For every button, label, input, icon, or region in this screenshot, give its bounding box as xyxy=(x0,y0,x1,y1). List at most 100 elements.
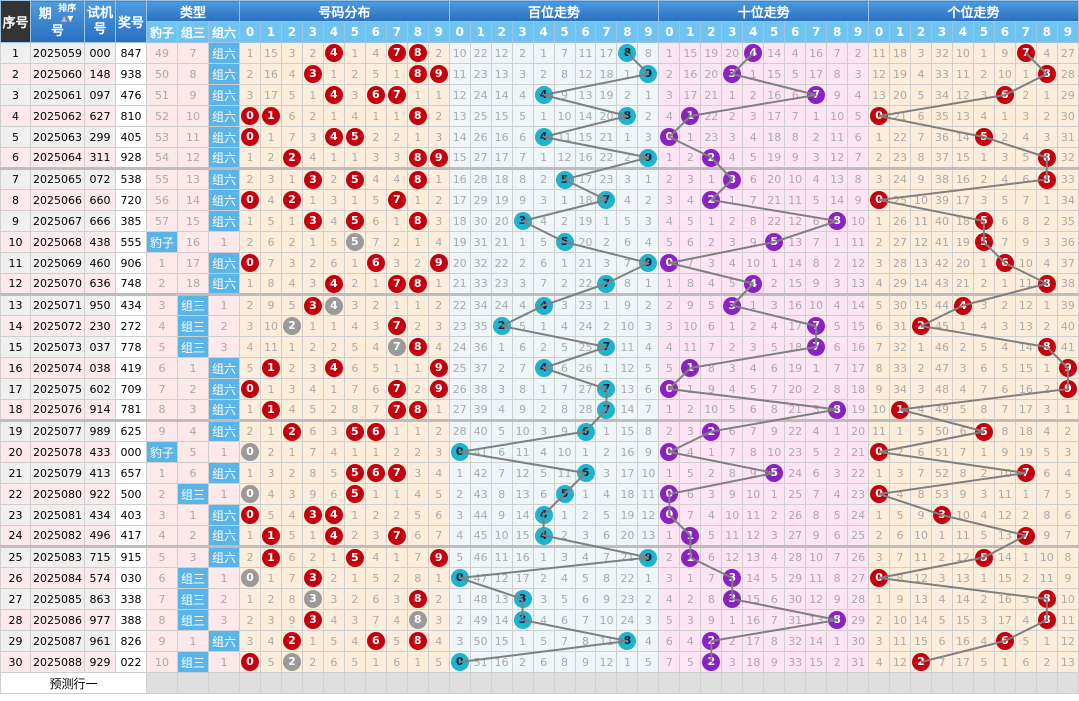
prediction-cell[interactable] xyxy=(343,672,366,694)
hundreds-cell-4: 3 xyxy=(532,419,555,442)
winning-number-cell: 748 xyxy=(115,273,147,295)
header-units-digit-8: 8 xyxy=(1035,21,1058,43)
prediction-cell[interactable] xyxy=(490,672,513,694)
units-cell-6: 9 xyxy=(993,441,1016,463)
prediction-cell[interactable] xyxy=(301,672,324,694)
prediction-cell[interactable] xyxy=(616,672,639,694)
units-cell-7: 7 xyxy=(1014,189,1037,211)
dist-cell-8: 8 xyxy=(406,399,429,421)
units-cell-5: 2 xyxy=(972,273,995,295)
prediction-cell[interactable] xyxy=(207,672,241,694)
hundreds-cell-4: 1 xyxy=(532,545,555,568)
prediction-cell[interactable] xyxy=(146,672,178,694)
prediction-cell[interactable] xyxy=(930,672,953,694)
units-cell-8: 3 xyxy=(1035,231,1058,253)
prediction-cell[interactable] xyxy=(177,672,209,694)
dist-cell-1: 5 xyxy=(259,651,282,673)
prediction-cell[interactable] xyxy=(1035,672,1058,694)
prediction-cell[interactable] xyxy=(427,672,450,694)
prediction-cell[interactable] xyxy=(784,672,807,694)
dist-cell-8: 1 xyxy=(406,419,429,442)
prediction-cell[interactable] xyxy=(721,672,744,694)
prediction-cell[interactable] xyxy=(448,672,471,694)
prediction-cell[interactable] xyxy=(910,672,932,694)
units-ball-8: 8 xyxy=(1037,274,1056,293)
header-test: 试机号 xyxy=(84,0,116,43)
prediction-cell[interactable] xyxy=(469,672,492,694)
prediction-cell[interactable] xyxy=(574,672,597,694)
prediction-cell[interactable] xyxy=(658,672,681,694)
type-omission: 8 xyxy=(146,609,178,631)
prediction-cell[interactable] xyxy=(406,672,429,694)
dist-ball-0: 0 xyxy=(241,506,259,524)
prediction-cell[interactable] xyxy=(364,672,387,694)
dist-ball-3: 3 xyxy=(303,65,322,83)
prediction-cell[interactable] xyxy=(1014,672,1037,694)
prediction-cell[interactable] xyxy=(847,672,870,694)
type-omission: 57 xyxy=(146,210,178,232)
units-cell-6: 4 xyxy=(993,336,1016,358)
units-cell-3: 40 xyxy=(930,210,953,232)
tens-cell-4: 4 xyxy=(742,126,765,148)
dist-cell-9: 5 xyxy=(427,483,450,505)
prediction-cell[interactable] xyxy=(532,672,555,694)
prediction-cell[interactable] xyxy=(280,672,303,694)
dist-cell-2: 3 xyxy=(280,378,303,400)
prediction-cell[interactable] xyxy=(889,672,912,694)
header-dist-digit-2: 2 xyxy=(280,21,303,43)
units-cell-6: 2 xyxy=(993,293,1016,316)
prediction-cell[interactable] xyxy=(868,672,891,694)
units-cell-9: 8 xyxy=(1056,545,1079,568)
header-tens-digit-4: 4 xyxy=(742,21,765,43)
tens-cell-9: 17 xyxy=(847,357,870,379)
header-issue-sort[interactable]: 期 排序 ▲▼ 号 xyxy=(30,0,85,43)
hundreds-cell-9: 5 xyxy=(637,651,660,673)
prediction-cell[interactable] xyxy=(972,672,995,694)
dist-cell-3: 1 xyxy=(301,630,324,652)
type-hit-0: 豹子 xyxy=(146,441,178,463)
prediction-cell[interactable] xyxy=(763,672,786,694)
prediction-cell[interactable] xyxy=(1056,672,1079,694)
dist-cell-8: 1 xyxy=(406,126,429,148)
units-cell-0: 4 xyxy=(868,273,891,295)
dist-cell-4: 5 xyxy=(322,462,345,484)
type-hit-1: 组三 xyxy=(177,336,209,358)
prediction-cell[interactable] xyxy=(679,672,702,694)
units-cell-2: 9 xyxy=(910,504,932,526)
prediction-cell[interactable] xyxy=(385,672,408,694)
tens-cell-4: 8 xyxy=(742,441,765,463)
units-cell-7: 7 xyxy=(1014,462,1037,484)
tens-cell-4: 13 xyxy=(742,545,765,568)
tens-cell-8: 7 xyxy=(826,545,849,568)
prediction-cell[interactable] xyxy=(259,672,282,694)
prediction-cell[interactable] xyxy=(511,672,534,694)
hundreds-cell-3: 15 xyxy=(511,525,534,547)
hundreds-cell-6: 24 xyxy=(574,315,597,337)
issue-cell: 2025080 xyxy=(30,483,85,505)
dist-cell-9: 9 xyxy=(427,252,450,274)
winning-number-cell: 385 xyxy=(115,210,147,232)
dist-cell-4: 6 xyxy=(322,483,345,505)
prediction-cell[interactable] xyxy=(239,672,261,694)
type-omission: 7 xyxy=(146,378,178,400)
prediction-cell[interactable] xyxy=(700,672,723,694)
prediction-cell[interactable] xyxy=(637,672,660,694)
test-number-cell: 000 xyxy=(84,42,116,64)
units-cell-7: 5 xyxy=(1014,147,1037,169)
prediction-cell[interactable] xyxy=(553,672,576,694)
units-ball-5: 5 xyxy=(974,128,993,146)
prediction-cell[interactable] xyxy=(951,672,974,694)
prediction-cell[interactable] xyxy=(742,672,765,694)
winning-number-cell: 476 xyxy=(115,84,147,106)
dist-cell-0: 1 xyxy=(239,273,261,295)
dist-cell-6: 2 xyxy=(364,504,387,526)
sort-toggle[interactable]: 排序 ▲▼ xyxy=(58,4,76,24)
prediction-cell[interactable] xyxy=(595,672,618,694)
prediction-cell[interactable] xyxy=(993,672,1016,694)
prediction-cell[interactable] xyxy=(805,672,828,694)
issue-cell: 2025066 xyxy=(30,189,85,211)
prediction-cell[interactable] xyxy=(826,672,849,694)
prediction-cell[interactable] xyxy=(322,672,345,694)
dist-cell-5: 5 xyxy=(343,483,366,505)
